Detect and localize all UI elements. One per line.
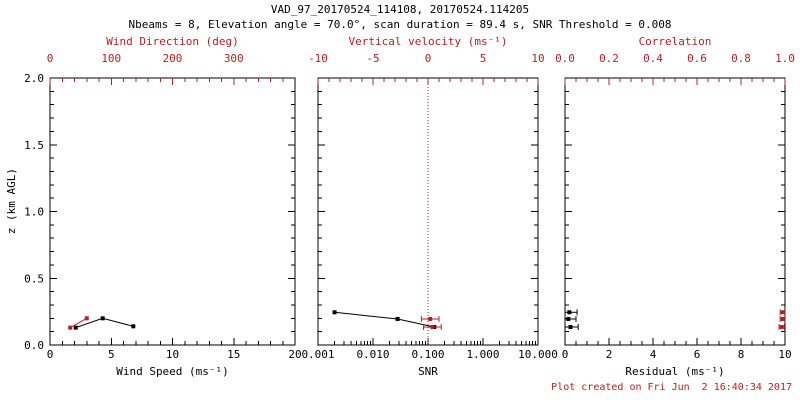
x-tick-label: 0	[47, 348, 54, 361]
data-point	[566, 316, 571, 321]
data-point	[73, 325, 78, 330]
x2-tick-label: 100	[101, 52, 121, 65]
y-tick-label: 0.0	[24, 339, 44, 352]
data-point	[567, 310, 572, 315]
plot-created-timestamp: Plot created on Fri Jun 2 16:40:34 2017	[551, 382, 792, 393]
data-point	[100, 316, 105, 321]
plot-box	[564, 77, 786, 346]
x-tick-label: 20	[288, 348, 301, 361]
plot-subtitle: Nbeams = 8, Elevation angle = 70.0°, sca…	[128, 18, 672, 31]
plot-box	[49, 77, 296, 346]
data-point	[568, 324, 573, 329]
data-point	[428, 316, 433, 321]
x-tick-label: 2	[606, 348, 613, 361]
data-point	[395, 316, 400, 321]
x2-tick-label: -5	[366, 52, 379, 65]
x-tick-label: 0	[562, 348, 569, 361]
series-wind-direction	[68, 316, 89, 330]
x-tick-label: 10	[166, 348, 179, 361]
series-line	[69, 317, 87, 329]
plot-box	[317, 77, 539, 346]
wind-speed-axis-title: Wind Speed (ms⁻¹)	[116, 365, 229, 378]
panel-residual: 0 2 4 6 8 10 0.0 0.2 0.4 0.6 0.8 1.0	[555, 52, 795, 361]
x2-tick-label: 0.8	[731, 52, 751, 65]
x2-tick-label: 200	[163, 52, 183, 65]
data-point	[131, 324, 136, 329]
x2-tick-label: 0.2	[599, 52, 619, 65]
vertical-velocity-axis-title: Vertical velocity (ms⁻¹)	[348, 35, 508, 48]
panel-snr: 0.001 0.010 0.100 1.000 10.000 -10 -5 0 5 10	[301, 52, 557, 361]
x-tick-label: 0.001	[301, 348, 334, 361]
series-correlation	[778, 309, 786, 330]
x2-tick-label: 0.4	[643, 52, 663, 65]
correlation-axis-title: Correlation	[638, 35, 712, 48]
x-tick-label: 0.100	[411, 348, 444, 361]
x-tick-label: 4	[650, 348, 657, 361]
series-wind-speed	[73, 316, 136, 330]
x-tick-label: 10.000	[518, 348, 558, 361]
data-point	[780, 316, 785, 321]
series-vertical-velocity	[420, 315, 442, 330]
residual-axis-title: Residual (ms⁻¹)	[625, 365, 725, 378]
y-tick-label: 1.0	[24, 206, 44, 219]
data-point	[430, 324, 435, 329]
x2-tick-label: 5	[480, 52, 487, 65]
x2-tick-label: 0	[47, 52, 54, 65]
wind-direction-axis-title: Wind Direction (deg)	[106, 35, 239, 48]
data-point	[84, 316, 89, 321]
data-point	[68, 325, 73, 330]
y-tick-label: 2.0	[24, 72, 44, 85]
series-snr	[332, 310, 437, 329]
series-line	[334, 311, 435, 328]
x-tick-label: 8	[738, 348, 745, 361]
y-tick-label: 1.5	[24, 139, 44, 152]
x-tick-label: 10	[778, 348, 791, 361]
x2-tick-label: 0.0	[555, 52, 575, 65]
x-tick-label: 0.010	[356, 348, 389, 361]
x2-tick-label: 300	[224, 52, 244, 65]
plot-title: VAD_97_20170524_114108, 20170524.114205	[270, 3, 530, 16]
data-point	[779, 324, 784, 329]
x-tick-label: 1.000	[466, 348, 499, 361]
x2-tick-label: 1.0	[775, 52, 795, 65]
data-point	[780, 310, 785, 315]
x2-tick-label: 0.6	[687, 52, 707, 65]
y-tick-label: 0.5	[24, 272, 44, 285]
x-tick-label: 15	[227, 348, 240, 361]
snr-axis-title: SNR	[418, 365, 438, 378]
x-tick-label: 5	[108, 348, 115, 361]
x-tick-label: 6	[694, 348, 701, 361]
z-axis-title: z (km AGL)	[5, 168, 18, 235]
x2-tick-label: 0	[425, 52, 432, 65]
x2-tick-label: 10	[531, 52, 544, 65]
data-point	[332, 310, 337, 315]
x2-tick-label: -10	[308, 52, 328, 65]
series-residual	[564, 309, 579, 330]
